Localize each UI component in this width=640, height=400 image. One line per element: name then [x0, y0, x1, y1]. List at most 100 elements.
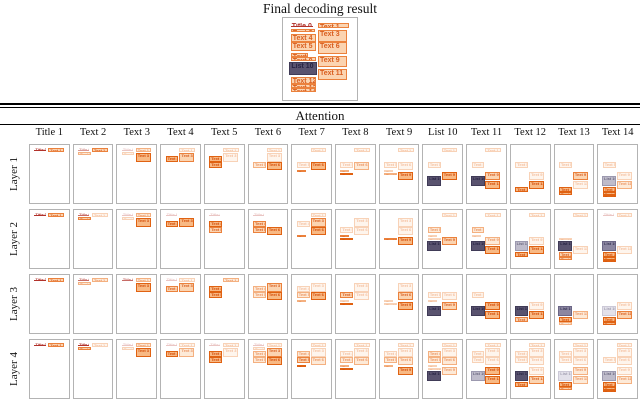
text5-label: Text 5: [254, 227, 266, 233]
text12-box: Text 12: [558, 381, 572, 387]
list10-box: List 10: [514, 371, 529, 381]
attention-page: Text 1 Text 3 Text 4 Text 5 Text 6 Text 9 List…: [557, 342, 592, 396]
text3-label: Text 3: [137, 283, 149, 289]
title0-box: Title 0: [165, 278, 177, 282]
row-label-text: Layer 1: [7, 157, 20, 191]
text1-box: Text 1: [179, 148, 196, 152]
text9-box: Text 9: [616, 172, 632, 180]
list10-label: List 10: [604, 371, 616, 377]
text6-label: Text 6: [312, 161, 324, 167]
list10-label: List 10: [560, 371, 573, 377]
text4-box: Text 4: [165, 155, 179, 163]
text3-box: Text 3: [354, 348, 370, 357]
text4-label: Text 4: [560, 350, 572, 356]
text5-box: Text 5: [427, 162, 441, 169]
text7-box: Text 7: [296, 299, 306, 303]
text12-label: Text 12: [517, 316, 527, 322]
list10-label: List 10: [429, 241, 442, 247]
text2-box: Text 2: [121, 347, 135, 351]
text4-box: Text 4: [296, 285, 310, 293]
text4-box: Text 4: [340, 350, 354, 358]
text7-label: Text 7: [298, 364, 306, 368]
attention-cell-layer-4-title-1: Title 0 Text 1: [29, 339, 70, 399]
text5-box: Text 5: [252, 357, 266, 364]
text5-label: Text 5: [211, 227, 223, 233]
title0-box: Title 0: [209, 343, 221, 347]
text8-box: Text 8: [340, 302, 354, 306]
text11-box: Text 11: [529, 245, 545, 254]
text9-label: Text 9: [487, 172, 499, 178]
text5-box: Text 5: [602, 162, 616, 169]
text9-label: Text 9: [400, 302, 412, 308]
text1-label: Text 1: [618, 213, 630, 217]
text3-box: Text 3: [179, 283, 195, 292]
text5-label: Text 5: [473, 357, 485, 363]
text9-label: Text 9: [531, 172, 543, 178]
title0-box: Title 0: [34, 278, 46, 282]
text2-box: Text 2: [78, 282, 91, 286]
text12-box: Text 12: [515, 251, 529, 257]
text14-label: Text 14: [604, 391, 615, 392]
text12-box: Text 12: [290, 76, 316, 85]
text13-box: Text 13: [602, 322, 616, 325]
text4-label: Text 4: [167, 155, 179, 161]
text9-box: Text 9: [398, 302, 413, 310]
row-label-text: Layer 3: [7, 287, 20, 321]
text1-box: Text 1: [572, 343, 589, 347]
text1-box: Text 1: [135, 148, 152, 152]
text4-box: Text 4: [471, 350, 485, 358]
text12-box: Text 12: [558, 251, 572, 257]
text13-box: Text 13: [602, 387, 616, 390]
text6-label: Text 6: [356, 291, 368, 297]
text1-label: Text 1: [50, 213, 62, 217]
text5-label: Text 5: [473, 227, 485, 233]
text4-label: Text 4: [211, 350, 223, 356]
text9-box: Text 9: [441, 172, 457, 180]
text1-label: Text 1: [531, 213, 543, 217]
text4-label: Text 4: [211, 220, 223, 226]
text4-box: Text 4: [290, 33, 316, 43]
text9-label: Text 9: [443, 172, 455, 178]
text4-label: Text 4: [211, 285, 223, 291]
text6-label: Text 6: [443, 291, 455, 297]
attention-cell-layer-3-text-5: Text 1 Text 4 Text 5: [203, 274, 245, 334]
text6-label: Text 6: [268, 161, 281, 167]
text5-box: Text 5: [209, 292, 223, 299]
text4-label: Text 4: [517, 350, 529, 356]
final-decoding-title: Final decoding result: [263, 1, 377, 16]
text7-label: Text 7: [342, 364, 350, 368]
text7-label: Text 7: [429, 234, 437, 238]
grid-corner: [1, 126, 26, 139]
text9-label: Text 9: [618, 172, 630, 178]
text7-box: Text 7: [384, 364, 394, 368]
text1-label: Text 1: [487, 213, 499, 217]
text2-label: Text 2: [254, 347, 266, 351]
text7-label: Text 7: [342, 299, 350, 303]
text5-box: Text 5: [209, 227, 223, 234]
text11-box: Text 11: [317, 68, 348, 80]
text4-label: Text 4: [473, 350, 485, 356]
text5-box: Text 5: [252, 292, 266, 299]
text5-box: Text 5: [471, 162, 485, 169]
text2-label: Text 2: [80, 152, 91, 156]
text6-box: Text 6: [572, 356, 588, 366]
text5-box: Text 5: [296, 292, 310, 299]
text12-box: Text 12: [602, 251, 616, 257]
list10-box: List 10: [602, 371, 616, 381]
text5-box: Text 5: [427, 357, 441, 364]
text9-box: Text 9: [572, 367, 588, 375]
text1-box: Text 1: [135, 213, 152, 217]
text3-label: Text 3: [356, 283, 368, 289]
text6-box: Text 6: [310, 161, 326, 171]
